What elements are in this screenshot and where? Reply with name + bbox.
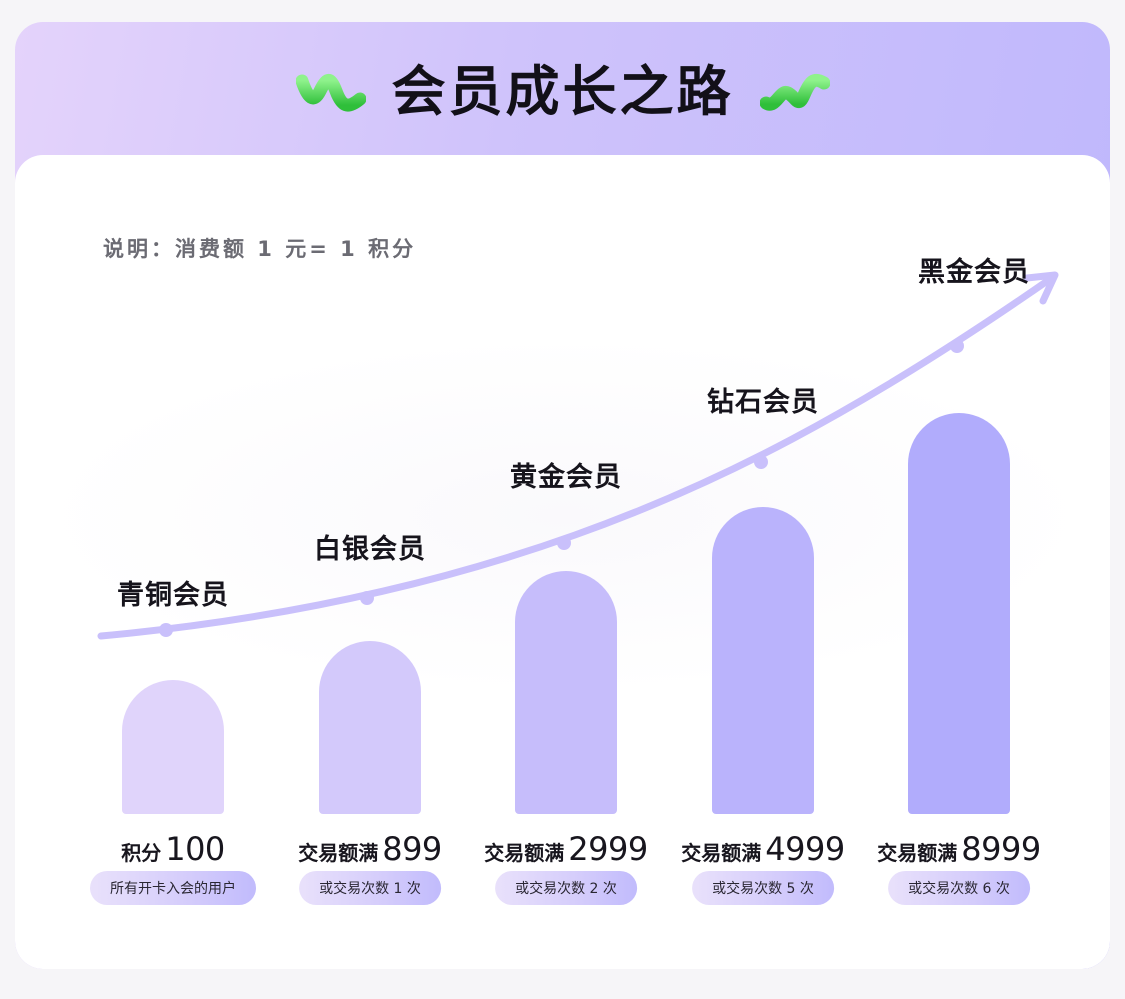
level-condition-pill: 或交易次数 2 次 [495, 871, 637, 905]
growth-curve-line [97, 273, 1057, 640]
level-requirement: 积分 100 [121, 830, 225, 868]
requirement-label: 交易额满 [298, 841, 379, 865]
curve-dot-2 [360, 591, 374, 605]
requirement-value: 8999 [961, 830, 1041, 868]
page-title: 会员成长之路 [391, 60, 734, 123]
requirement-value: 100 [165, 830, 225, 868]
level-name: 白银会员 [314, 534, 426, 565]
level-bar-3 [515, 571, 617, 814]
level-condition-pill: 所有开卡入会的用户 [90, 871, 256, 905]
level-name: 青铜会员 [117, 580, 229, 611]
requirement-value: 899 [382, 830, 442, 868]
growth-card: 会员成长之路 说明：消费额 1 元= 1 积分 青铜会员积分 100 所有开卡入会的… [15, 22, 1110, 969]
requirement-value: 4999 [765, 830, 845, 868]
level-condition-pill: 或交易次数 1 次 [299, 871, 441, 905]
curve-dot-5 [950, 339, 964, 353]
content-panel: 说明：消费额 1 元= 1 积分 青铜会员积分 100 所有开卡入会的用户 白银会员交… [15, 155, 1110, 969]
level-requirement: 交易额满 4999 [681, 830, 845, 868]
curve-dot-4 [754, 455, 768, 469]
arrow-head-icon [1023, 271, 1059, 305]
level-bar-2 [319, 641, 421, 814]
curve-dot-1 [159, 623, 173, 637]
requirement-label: 交易额满 [484, 841, 565, 865]
level-condition-pill: 或交易次数 6 次 [888, 871, 1030, 905]
left-worm-icon [295, 74, 366, 112]
requirement-label: 积分 [121, 841, 162, 865]
level-bar-5 [908, 413, 1010, 814]
points-note: 说明：消费额 1 元= 1 积分 [103, 237, 417, 261]
level-requirement: 交易额满 899 [298, 830, 442, 868]
right-worm-icon [759, 73, 830, 111]
level-requirement: 交易额满 2999 [484, 830, 648, 868]
requirement-label: 交易额满 [681, 841, 762, 865]
level-name: 钻石会员 [707, 387, 819, 418]
requirement-label: 交易额满 [877, 841, 958, 865]
level-name: 黑金会员 [918, 257, 1030, 288]
level-name: 黄金会员 [510, 462, 622, 493]
level-bar-4 [712, 507, 814, 814]
level-bar-1 [122, 680, 224, 814]
level-condition-pill: 或交易次数 5 次 [692, 871, 834, 905]
curve-dot-3 [557, 536, 571, 550]
level-requirement: 交易额满 8999 [877, 830, 1041, 868]
growth-curve [97, 271, 1059, 640]
requirement-value: 2999 [568, 830, 648, 868]
header: 会员成长之路 [15, 22, 1110, 162]
